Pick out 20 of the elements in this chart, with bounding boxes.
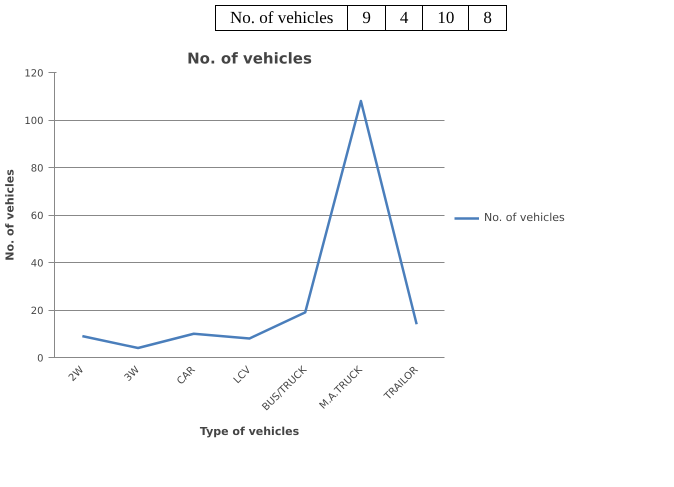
line-series xyxy=(81,100,418,350)
y-tick-label: 80 xyxy=(30,164,44,174)
x-tick-label: CAR xyxy=(175,364,198,388)
text: 4 xyxy=(385,6,423,31)
y-tick-label: 40 xyxy=(30,258,44,270)
text: No. of vehicles xyxy=(216,6,348,31)
text: 9 xyxy=(348,6,386,31)
y-tick-label: 0 xyxy=(37,354,44,364)
x-tick-label: 2W xyxy=(66,364,86,384)
x-tick-label: 3W xyxy=(122,364,142,384)
y-tick-label: 100 xyxy=(24,116,44,127)
y-tick-label: 20 xyxy=(30,306,44,317)
y-tick-label: 60 xyxy=(30,211,44,222)
legend-label: No. of vehicles xyxy=(484,211,565,224)
y-tick-label: 120 xyxy=(24,68,44,80)
chart-title: No. of vehicles xyxy=(187,50,312,68)
x-axis-title: Type of vehicles xyxy=(200,425,300,438)
text: 8 xyxy=(468,6,506,31)
y-axis-title: No. of vehicles xyxy=(3,168,16,261)
text: 10 xyxy=(422,6,469,31)
